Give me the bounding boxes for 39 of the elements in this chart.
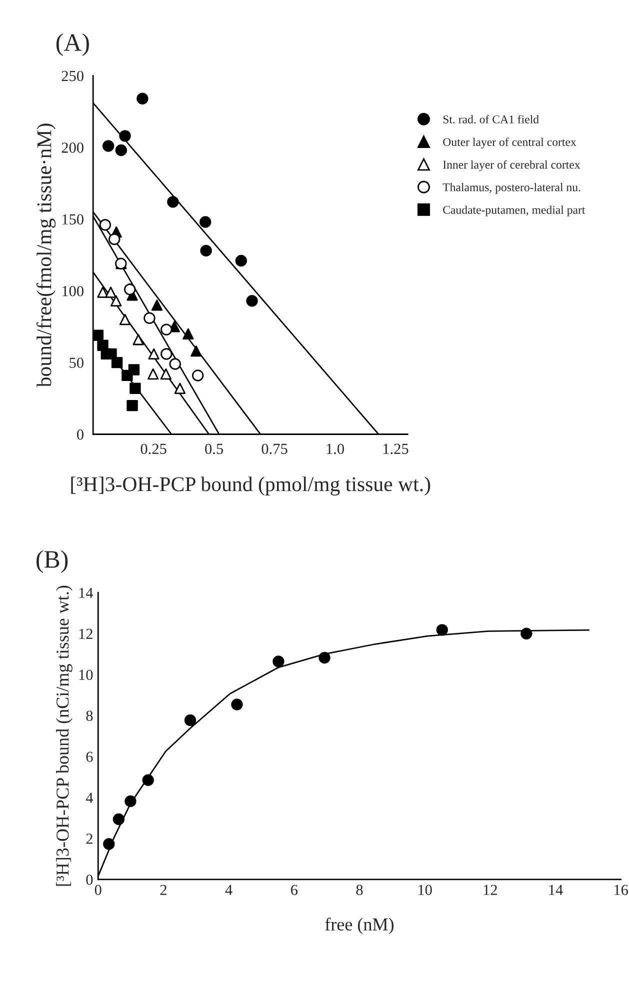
y-tick-label: 10 xyxy=(79,670,93,680)
chart-title: (A) xyxy=(56,33,89,56)
x-tick-label: 0.25 xyxy=(140,444,166,454)
x-tick-label: 6 xyxy=(290,884,298,896)
x-tick-label: 4 xyxy=(225,884,232,895)
x-tick-label: 14 xyxy=(549,884,563,895)
y-tick-label: 200 xyxy=(62,142,84,153)
chart-title: (B) xyxy=(36,550,68,573)
y-tick-label: 6 xyxy=(86,752,93,762)
y-tick-label: 100 xyxy=(62,286,84,296)
y-tick-label: 0 xyxy=(77,429,84,440)
legend-label: St. rad. of CA1 field xyxy=(443,114,539,124)
y-tick-label: 4 xyxy=(86,792,94,803)
x-tick-label: 1.25 xyxy=(383,444,408,454)
x-tick-label: 12 xyxy=(484,884,497,895)
y-axis-title: [³H]3-OH-PCP bound (nCi/mg tissue wt.) xyxy=(56,586,72,886)
x-tick-label: 10 xyxy=(418,884,432,896)
x-tick-label: 16 xyxy=(614,884,628,896)
y-tick-label: 8 xyxy=(86,710,93,722)
x-axis-title: free (nM) xyxy=(325,918,394,934)
x-tick-label: 2 xyxy=(160,884,166,895)
y-tick-label: 0 xyxy=(86,874,93,885)
legend-label: Inner layer of cerebral cortex xyxy=(443,160,580,172)
x-tick-label: 8 xyxy=(356,884,363,896)
x-tick-label: 0.75 xyxy=(262,444,288,454)
legend-label: Outer layer of central cortex xyxy=(443,138,576,148)
y-tick-label: 150 xyxy=(62,214,84,225)
x-tick-label: 0 xyxy=(94,884,102,896)
y-tick-label: 12 xyxy=(79,628,92,639)
x-tick-label: 1.0 xyxy=(326,444,344,454)
x-tick-label: 0.5 xyxy=(205,444,224,454)
y-axis-title: bound/free(fmol/mg tissue·nM) xyxy=(36,124,56,388)
y-tick-label: 250 xyxy=(62,70,84,82)
y-tick-label: 2 xyxy=(86,834,92,844)
y-tick-label: 14 xyxy=(79,588,94,598)
legend-label: Caudate-putamen, medial part xyxy=(443,206,586,216)
legend-label: Thalamus, postero-lateral nu. xyxy=(442,182,580,194)
x-axis-title: [³H]3-OH-PCP bound (pmol/mg tissue wt.) xyxy=(71,476,430,496)
y-tick-label: 50 xyxy=(70,358,84,368)
